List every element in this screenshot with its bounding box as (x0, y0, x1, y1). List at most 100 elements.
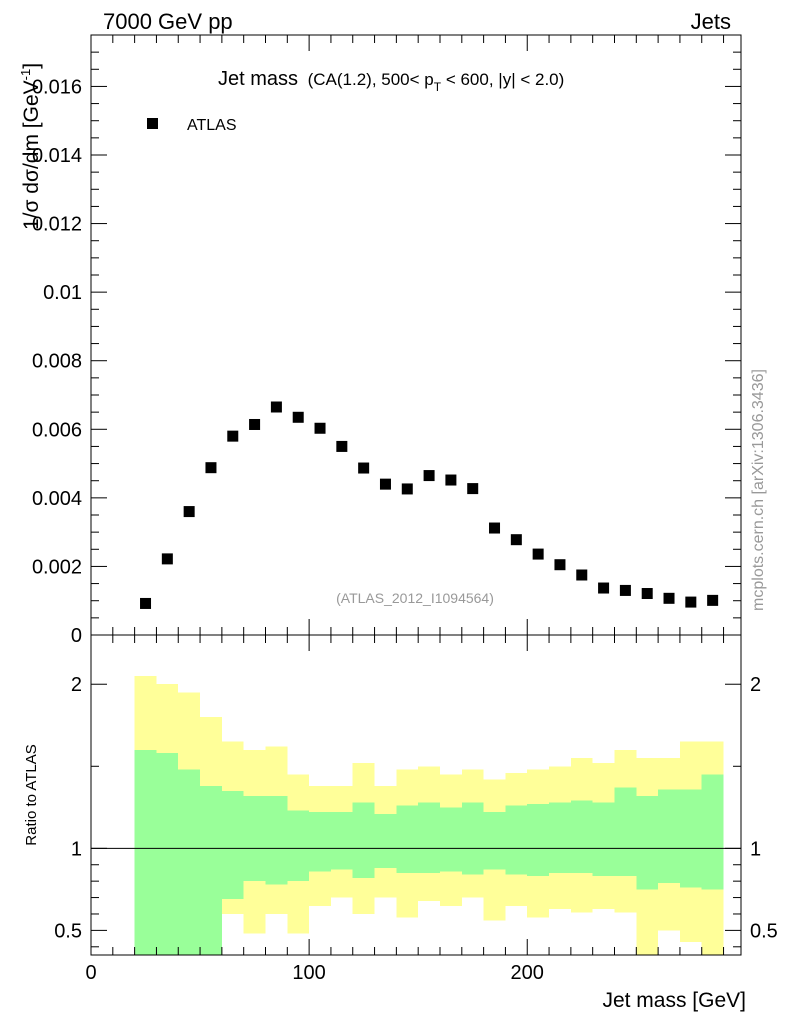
band-inner-bin (330, 812, 353, 870)
ratio-axis-ticks (90, 635, 741, 955)
data-point (445, 474, 457, 486)
main-ytick-label: 0.004 (32, 488, 82, 510)
plot-title: Jet mass (218, 68, 298, 90)
data-point (489, 522, 501, 534)
band-inner-bin (287, 810, 310, 882)
main-ylabel-text: 1/σ dσ/dm [GeV (20, 80, 43, 230)
data-point (554, 559, 566, 571)
main-ytick-label: 0.008 (32, 351, 82, 373)
ratio-ytick-label-left: 1 (71, 838, 82, 860)
main-panel: 0 0.002 0.004 0.006 0.008 0.01 0.012 0.014 0.016… (18, 34, 742, 647)
data-point (707, 594, 719, 606)
band-inner-bin (265, 795, 288, 885)
data-point (401, 483, 413, 495)
data-point (336, 440, 348, 452)
data-point (576, 569, 588, 581)
band-inner-bin (156, 753, 179, 955)
collision-label: 7000 GeV pp (103, 9, 233, 34)
data-point (205, 462, 217, 474)
data-point (140, 597, 152, 609)
band-inner-bin (614, 787, 637, 877)
main-ytick-label: 0.002 (32, 556, 82, 578)
data-point (532, 548, 544, 560)
plot-subtitle-pre: (CA(1.2), 500< p (308, 70, 434, 89)
band-inner-bin (352, 802, 375, 878)
data-point (467, 483, 479, 495)
band-inner-bin (396, 805, 419, 873)
xlabel: Jet mass [GeV] (602, 989, 746, 1012)
band-inner-bin (658, 789, 680, 883)
data-point (249, 418, 261, 430)
band-inner-bin (439, 807, 462, 872)
data-point (270, 401, 282, 413)
uncertainty-bands (134, 676, 724, 955)
plot-subtitle-post: < 600, |y| < 2.0) (441, 70, 564, 89)
main-ytick-label: 0 (71, 625, 82, 647)
data-point (358, 462, 370, 474)
data-point (314, 422, 326, 434)
data-point (510, 534, 522, 546)
main-ylabel: 1/σ dσ/dm [GeV-1] (18, 63, 43, 230)
band-inner-bin (200, 785, 222, 955)
band-inner-bin (570, 800, 593, 873)
ratio-ytick-label-right: 0.5 (750, 920, 778, 942)
main-ytick-label: 0.006 (32, 419, 82, 441)
data-point (641, 588, 653, 600)
main-ytick-label: 0.016 (32, 76, 82, 98)
band-inner-bin (243, 795, 266, 882)
data-points (140, 401, 719, 609)
main-ytick-label: 0.012 (32, 214, 82, 236)
ratio-ytick-label-right: 2 (750, 674, 761, 696)
main-ylabel-sup: -1 (18, 69, 33, 81)
data-point (685, 596, 697, 608)
ratio-ytick-labels: 0.5 0.5 1 1 2 2 (54, 674, 778, 942)
band-inner-bin (418, 802, 440, 873)
xtick-label: 200 (511, 962, 544, 984)
band-inner-bin (527, 804, 550, 877)
data-point (663, 592, 675, 604)
band-inner-bin (701, 774, 724, 890)
main-ylabel-close: ] (20, 63, 43, 69)
data-point (227, 430, 239, 442)
band-inner-bin (592, 802, 615, 877)
xtick-label: 100 (292, 962, 325, 984)
band-inner-bin (636, 795, 659, 890)
band-inner-bin (134, 749, 157, 955)
band-inner-bin (221, 790, 244, 900)
band-inner-bin (483, 812, 506, 870)
band-inner-bin (549, 802, 571, 873)
xtick-labels: 0 100 200 (85, 962, 543, 984)
band-inner-bin (679, 789, 702, 888)
ratio-ytick-label-left: 0.5 (54, 920, 82, 942)
process-label: Jets (691, 9, 731, 34)
data-point (619, 584, 631, 596)
legend-marker-atlas (147, 118, 158, 129)
main-ytick-label: 0.014 (32, 145, 82, 167)
main-ytick-labels: 0 0.002 0.004 0.006 0.008 0.01 0.012 0.014 0.016 (32, 76, 82, 647)
data-point (292, 411, 304, 423)
ratio-panel-frame (90, 634, 742, 956)
analysis-id: (ATLAS_2012_I1094564) (336, 590, 494, 606)
band-inner (134, 749, 724, 955)
data-point (161, 553, 173, 565)
plot-subtitle-sub: T (434, 80, 442, 94)
ratio-ytick-label-left: 2 (71, 674, 82, 696)
main-axis-ticks (90, 34, 741, 636)
ratio-ytick-label-right: 1 (750, 838, 761, 860)
xtick-label: 0 (85, 962, 96, 984)
main-ytick-label: 0.01 (43, 282, 82, 304)
source-label: mcplots.cern.ch [arXiv:1306.3436] (750, 369, 767, 611)
band-inner-bin (461, 802, 484, 875)
data-point (598, 582, 610, 594)
data-point (379, 478, 391, 490)
ratio-panel: 0.5 0.5 1 1 2 2 0 100 200 Ratio to ATLAS Jet ma… (23, 634, 778, 1012)
plot-title-line: Jet mass (CA(1.2), 500< pT < 600, |y| < … (218, 68, 564, 94)
band-inner-bin (178, 769, 201, 955)
data-point (183, 506, 195, 518)
ratio-ylabel: Ratio to ATLAS (23, 744, 40, 845)
band-inner-bin (505, 805, 528, 875)
band-inner-bin (374, 813, 397, 869)
band-inner-bin (309, 812, 331, 872)
legend-label-atlas: ATLAS (187, 117, 237, 134)
